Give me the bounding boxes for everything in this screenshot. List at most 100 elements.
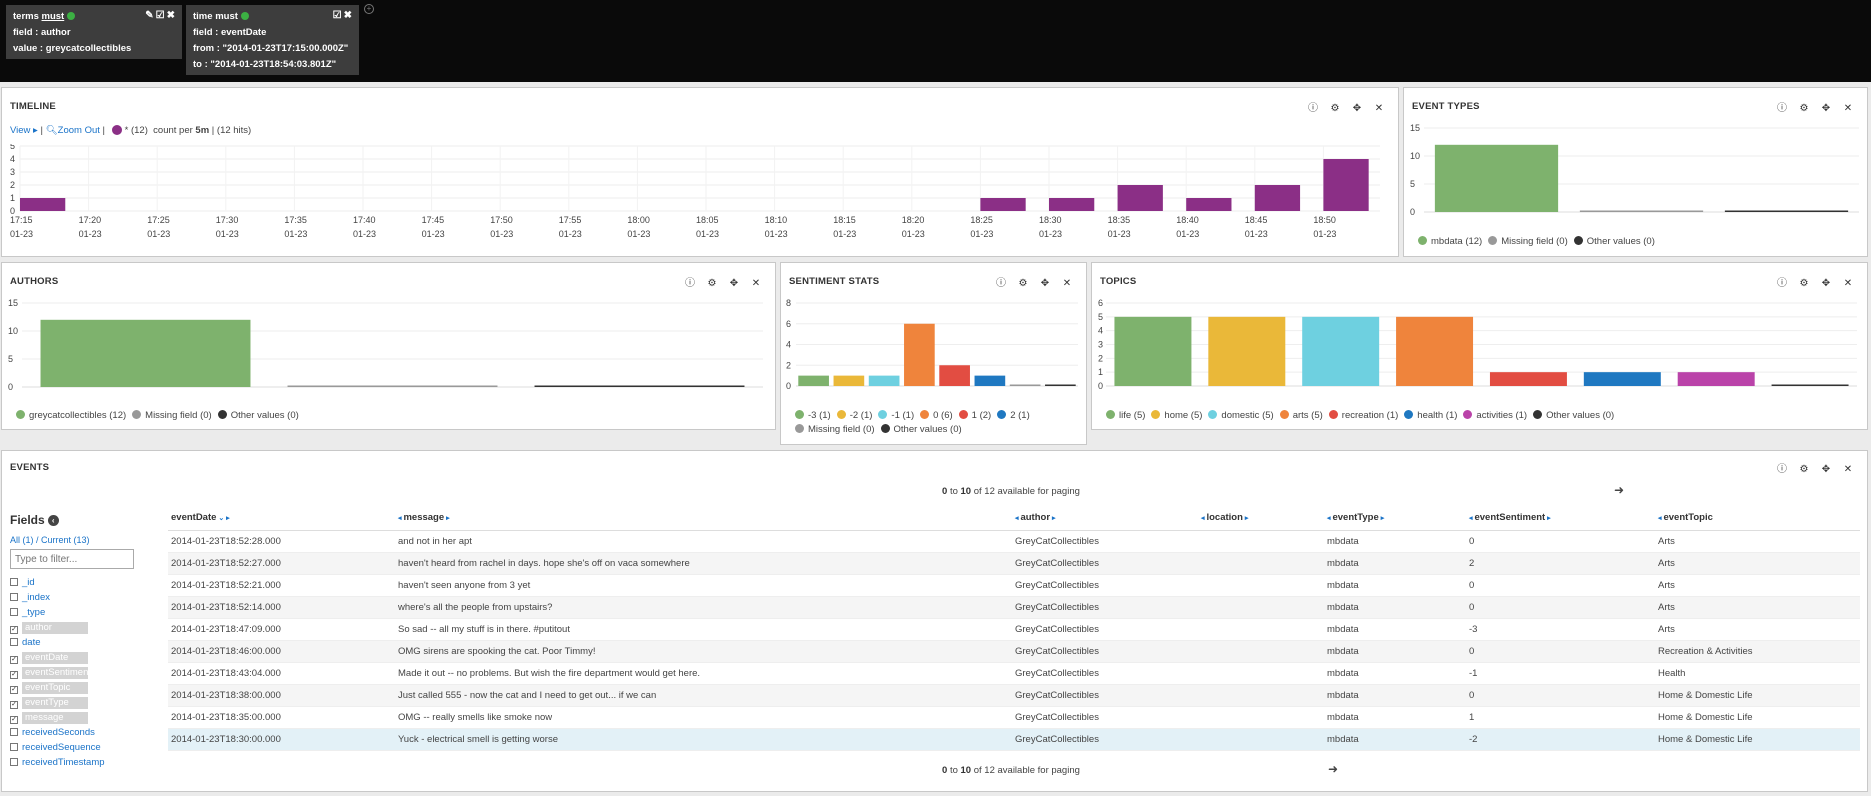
bar[interactable] [1583,372,1661,386]
column-header[interactable]: ◂ eventType ▸ [1324,506,1466,531]
field-checkbox[interactable]: ✓ [10,671,18,679]
filter-mode[interactable]: must [41,11,65,22]
table-row[interactable]: 2014-01-23T18:38:00.000 Just called 555 -… [168,684,1860,707]
bar[interactable] [1434,144,1559,212]
gear-icon[interactable]: ⚙ [1799,103,1809,114]
field-name[interactable]: eventType [22,697,88,709]
table-row[interactable]: 2014-01-23T18:43:04.000 Made it out -- no… [168,662,1860,685]
legend-item[interactable]: -1 (1) [878,409,914,423]
column-header[interactable]: ◂ eventTopic [1655,506,1860,531]
column-header[interactable]: eventDate ⌄ ▸ [168,506,395,531]
legend-item[interactable]: -2 (1) [836,409,872,423]
info-icon[interactable]: ⓘ [1308,103,1318,114]
move-right-icon[interactable]: ⌄ ▸ [216,515,230,523]
bar[interactable] [40,319,251,387]
bar[interactable] [1117,185,1163,211]
info-icon[interactable]: ⓘ [1777,464,1787,475]
table-row[interactable]: 2014-01-23T18:52:14.000 where's all the p… [168,596,1860,619]
bar[interactable] [1579,210,1704,213]
table-row[interactable]: 2014-01-23T18:46:00.000 OMG sirens are sp… [168,640,1860,663]
bar[interactable] [833,375,865,386]
move-left-icon[interactable]: ◂ [1201,515,1207,523]
bar[interactable] [798,375,829,386]
legend-item[interactable]: home (5) [1151,409,1202,423]
field-name[interactable]: _id [22,577,35,588]
field-name[interactable]: eventDate [22,652,88,664]
bar[interactable] [1677,372,1755,386]
bar[interactable] [1489,372,1567,386]
legend-item[interactable]: 1 (2) [958,409,991,423]
bar[interactable] [904,323,935,386]
view-menu[interactable]: View ▸ [10,125,38,136]
close-icon[interactable]: ✕ [751,278,761,289]
bar[interactable] [1771,384,1849,387]
gear-icon[interactable]: ⚙ [1799,278,1809,289]
legend-item[interactable]: Other values (0) [1533,409,1614,423]
info-icon[interactable]: ⓘ [996,278,1006,289]
table-row[interactable]: 2014-01-23T18:52:28.000 and not in her ap… [168,530,1860,553]
bar[interactable] [1186,198,1232,211]
close-icon[interactable]: ✕ [1843,464,1853,475]
field-item[interactable]: ✓ eventSentiment [10,665,140,680]
table-row[interactable]: 2014-01-23T18:52:27.000 haven't heard fro… [168,552,1860,575]
move-icon[interactable]: ✥ [1821,464,1831,475]
field-item[interactable]: ✓ eventTopic [10,680,140,695]
move-icon[interactable]: ✥ [1040,278,1050,289]
field-checkbox[interactable]: ✓ [10,656,18,664]
move-left-icon[interactable]: ◂ [1469,515,1475,523]
field-item[interactable]: _id [10,575,140,590]
filter-active-icon[interactable] [67,12,76,20]
legend-item[interactable]: greycatcollectibles (12) [16,409,126,423]
move-left-icon[interactable]: ◂ [398,515,404,523]
info-icon[interactable]: ⓘ [685,278,695,289]
next-page-icon[interactable]: ➜ [1328,762,1339,776]
move-icon[interactable]: ✥ [1821,278,1831,289]
gear-icon[interactable]: ⚙ [707,278,717,289]
legend-item[interactable]: recreation (1) [1328,409,1398,423]
legend-item[interactable]: Missing field (0) [795,423,875,437]
info-icon[interactable]: ⓘ [1777,278,1787,289]
field-checkbox[interactable]: ✓ [10,716,18,724]
field-checkbox[interactable]: ✓ [10,686,18,694]
field-name[interactable]: _type [22,607,46,618]
field-name[interactable]: author [22,622,88,634]
fields-tabs[interactable]: All (1) / Current (13) [10,535,90,545]
legend-item[interactable]: health (1) [1404,409,1457,423]
field-name[interactable]: receivedTimestamp [22,757,105,768]
bar[interactable] [534,385,745,388]
field-filter-input[interactable] [10,549,134,569]
field-checkbox[interactable] [10,638,18,646]
field-name[interactable]: receivedSeconds [22,727,95,738]
zoom-out-button[interactable]: 🔍︎Zoom Out [45,125,100,136]
field-item[interactable]: ✓ eventDate [10,650,140,665]
filter-terms[interactable]: terms must field : author value : greyca… [6,5,182,59]
bar[interactable] [1323,159,1369,211]
field-checkbox[interactable] [10,593,18,601]
field-name[interactable]: eventTopic [22,682,88,694]
legend-item[interactable]: domestic (5) [1208,409,1274,423]
close-icon[interactable]: ✕ [1062,278,1072,289]
bar[interactable] [974,375,1006,386]
column-header[interactable]: ◂ location ▸ [1198,506,1324,531]
field-item[interactable]: date [10,635,140,650]
bar[interactable] [1302,316,1380,386]
move-right-icon[interactable]: ▸ [1242,515,1249,523]
gear-icon[interactable]: ⚙ [1018,278,1028,289]
field-checkbox[interactable] [10,758,18,766]
move-icon[interactable]: ✥ [1821,103,1831,114]
field-item[interactable]: receivedTimestamp [10,755,140,770]
legend-item[interactable]: Other values (0) [1573,235,1655,249]
table-row[interactable]: 2014-01-23T18:52:21.000 haven't seen anyo… [168,574,1860,597]
field-item[interactable]: ✓ message [10,710,140,725]
bar[interactable] [1045,384,1076,387]
field-item[interactable]: receivedSeconds [10,725,140,740]
close-icon[interactable]: ✕ [1843,103,1853,114]
legend-item[interactable]: arts (5) [1279,409,1323,423]
field-name[interactable]: _index [22,592,50,603]
table-row[interactable]: 2014-01-23T18:35:00.000 OMG -- really sme… [168,706,1860,729]
move-right-icon[interactable]: ▸ [444,515,450,523]
legend-item[interactable]: Missing field (0) [132,409,212,423]
bar[interactable] [1254,185,1301,211]
move-right-icon[interactable]: ▸ [1050,515,1056,523]
bar[interactable] [868,375,900,386]
